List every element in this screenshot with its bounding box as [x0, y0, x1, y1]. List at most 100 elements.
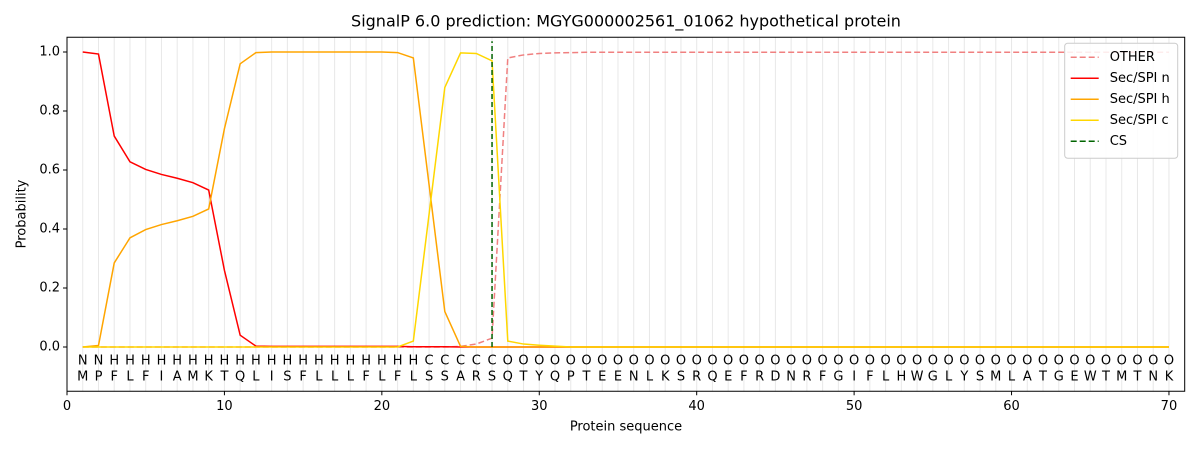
- residue-label: C: [472, 354, 481, 369]
- residue-label: O: [1038, 354, 1048, 369]
- residue-label: O: [865, 354, 875, 369]
- residue-label: O: [1132, 354, 1142, 369]
- x-tick-label: 60: [1003, 399, 1020, 414]
- residue: F: [362, 370, 369, 385]
- residue-label: H: [345, 354, 355, 369]
- residue-label: O: [770, 354, 780, 369]
- residue: G: [1054, 370, 1064, 385]
- residue-label: H: [172, 354, 182, 369]
- residue: N: [629, 370, 639, 385]
- series-line: [82, 51, 1169, 348]
- residue: L: [646, 370, 654, 385]
- residue: P: [567, 370, 575, 385]
- residue: S: [425, 370, 433, 385]
- residue-label: H: [125, 354, 135, 369]
- residue: K: [204, 370, 213, 385]
- residue: Q: [235, 370, 245, 385]
- residue: Q: [550, 370, 560, 385]
- x-tick-label: 0: [63, 399, 71, 414]
- residue-label: O: [676, 354, 686, 369]
- x-tick-label: 10: [216, 399, 233, 414]
- residue-label: O: [912, 354, 922, 369]
- residue: F: [866, 370, 873, 385]
- residue-label: H: [283, 354, 293, 369]
- residue: Y: [959, 370, 968, 385]
- x-axis-label: Protein sequence: [570, 420, 682, 435]
- residue: L: [410, 370, 418, 385]
- chart-title: SignalP 6.0 prediction: MGYG000002561_01…: [351, 12, 901, 32]
- legend-box: [1064, 42, 1179, 159]
- residue-label: O: [1006, 354, 1016, 369]
- residue: A: [456, 370, 465, 385]
- residue-label: H: [109, 354, 119, 369]
- legend-label: Sec/SPI h: [1110, 92, 1170, 107]
- residue-label: O: [550, 354, 560, 369]
- residue-label: O: [959, 354, 969, 369]
- residue: T: [1101, 370, 1110, 385]
- residue-label: O: [1164, 354, 1174, 369]
- residue: L: [1008, 370, 1016, 385]
- residue: F: [110, 370, 117, 385]
- residue-label: O: [943, 354, 953, 369]
- x-tick-label: 50: [846, 399, 863, 414]
- residue: T: [582, 370, 591, 385]
- residue: E: [724, 370, 732, 385]
- residue: H: [896, 370, 906, 385]
- residue: L: [126, 370, 134, 385]
- residue: K: [661, 370, 670, 385]
- residue-label: O: [1069, 354, 1079, 369]
- x-tick-label: 20: [374, 399, 391, 414]
- residue: L: [882, 370, 890, 385]
- residue-label: O: [928, 354, 938, 369]
- residue-label: O: [597, 354, 607, 369]
- residue-label: C: [456, 354, 465, 369]
- legend-label: CS: [1110, 134, 1127, 149]
- residue-label: O: [818, 354, 828, 369]
- residue-label: H: [251, 354, 261, 369]
- plot-frame: [66, 36, 1186, 392]
- residue: L: [315, 370, 323, 385]
- residue: I: [160, 370, 164, 385]
- residue-label: O: [1148, 354, 1158, 369]
- residue: L: [378, 370, 386, 385]
- residue: T: [1132, 370, 1141, 385]
- residue: Q: [503, 370, 513, 385]
- y-tick-label: 0.2: [39, 281, 60, 296]
- residue-label: O: [581, 354, 591, 369]
- residue: E: [598, 370, 606, 385]
- x-tick-label: 70: [1161, 399, 1178, 414]
- residue: F: [142, 370, 149, 385]
- residue-label: C: [488, 354, 497, 369]
- residue-label: H: [141, 354, 151, 369]
- residue-label: H: [361, 354, 371, 369]
- residue: W: [911, 370, 924, 385]
- residue: Q: [707, 370, 717, 385]
- residue: K: [1165, 370, 1174, 385]
- residue-label: O: [1022, 354, 1032, 369]
- residue: F: [299, 370, 306, 385]
- residue-label: N: [78, 354, 88, 369]
- residue: R: [692, 370, 701, 385]
- y-tick-label: 0.8: [39, 104, 60, 119]
- y-tick-label: 0.0: [39, 340, 60, 355]
- legend-label: OTHER: [1110, 50, 1155, 65]
- residue-label: O: [503, 354, 513, 369]
- series-line: [82, 52, 1169, 348]
- residue-label: O: [566, 354, 576, 369]
- residue-label: O: [991, 354, 1001, 369]
- residue-label: H: [393, 354, 403, 369]
- residue: Y: [534, 370, 543, 385]
- y-tick-label: 1.0: [39, 45, 60, 60]
- residue: L: [347, 370, 355, 385]
- residue-label: O: [534, 354, 544, 369]
- residue-label: O: [692, 354, 702, 369]
- residue-label: H: [188, 354, 198, 369]
- residue-label: H: [220, 354, 230, 369]
- series-line: [82, 51, 1169, 348]
- residue-label: H: [157, 354, 167, 369]
- residue: R: [472, 370, 481, 385]
- residue: M: [187, 370, 198, 385]
- residue-label: O: [802, 354, 812, 369]
- residue-label: O: [896, 354, 906, 369]
- residue-label: O: [660, 354, 670, 369]
